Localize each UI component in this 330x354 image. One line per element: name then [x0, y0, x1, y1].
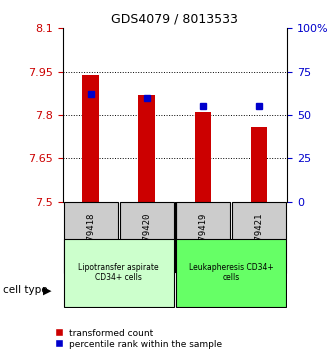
Title: GDS4079 / 8013533: GDS4079 / 8013533 [112, 13, 238, 26]
Bar [251, 127, 267, 202]
Text: GSM779420: GSM779420 [142, 213, 151, 261]
Text: cell type: cell type [3, 285, 48, 295]
Bar [176, 239, 286, 307]
Text: Leukapheresis CD34+
cells: Leukapheresis CD34+ cells [189, 263, 273, 282]
Bar [64, 239, 174, 307]
Text: GSM779421: GSM779421 [254, 213, 264, 261]
Text: GSM779418: GSM779418 [86, 213, 95, 261]
Text: ▶: ▶ [43, 285, 51, 295]
Bar [64, 202, 118, 273]
Bar [139, 95, 155, 202]
Bar [195, 112, 211, 202]
Bar [120, 202, 174, 273]
Legend: transformed count, percentile rank within the sample: transformed count, percentile rank withi… [54, 328, 223, 349]
Text: Lipotransfer aspirate
CD34+ cells: Lipotransfer aspirate CD34+ cells [79, 263, 159, 282]
Text: GSM779419: GSM779419 [198, 213, 208, 261]
Bar [232, 202, 286, 273]
Bar [82, 75, 99, 202]
Bar [176, 202, 230, 273]
